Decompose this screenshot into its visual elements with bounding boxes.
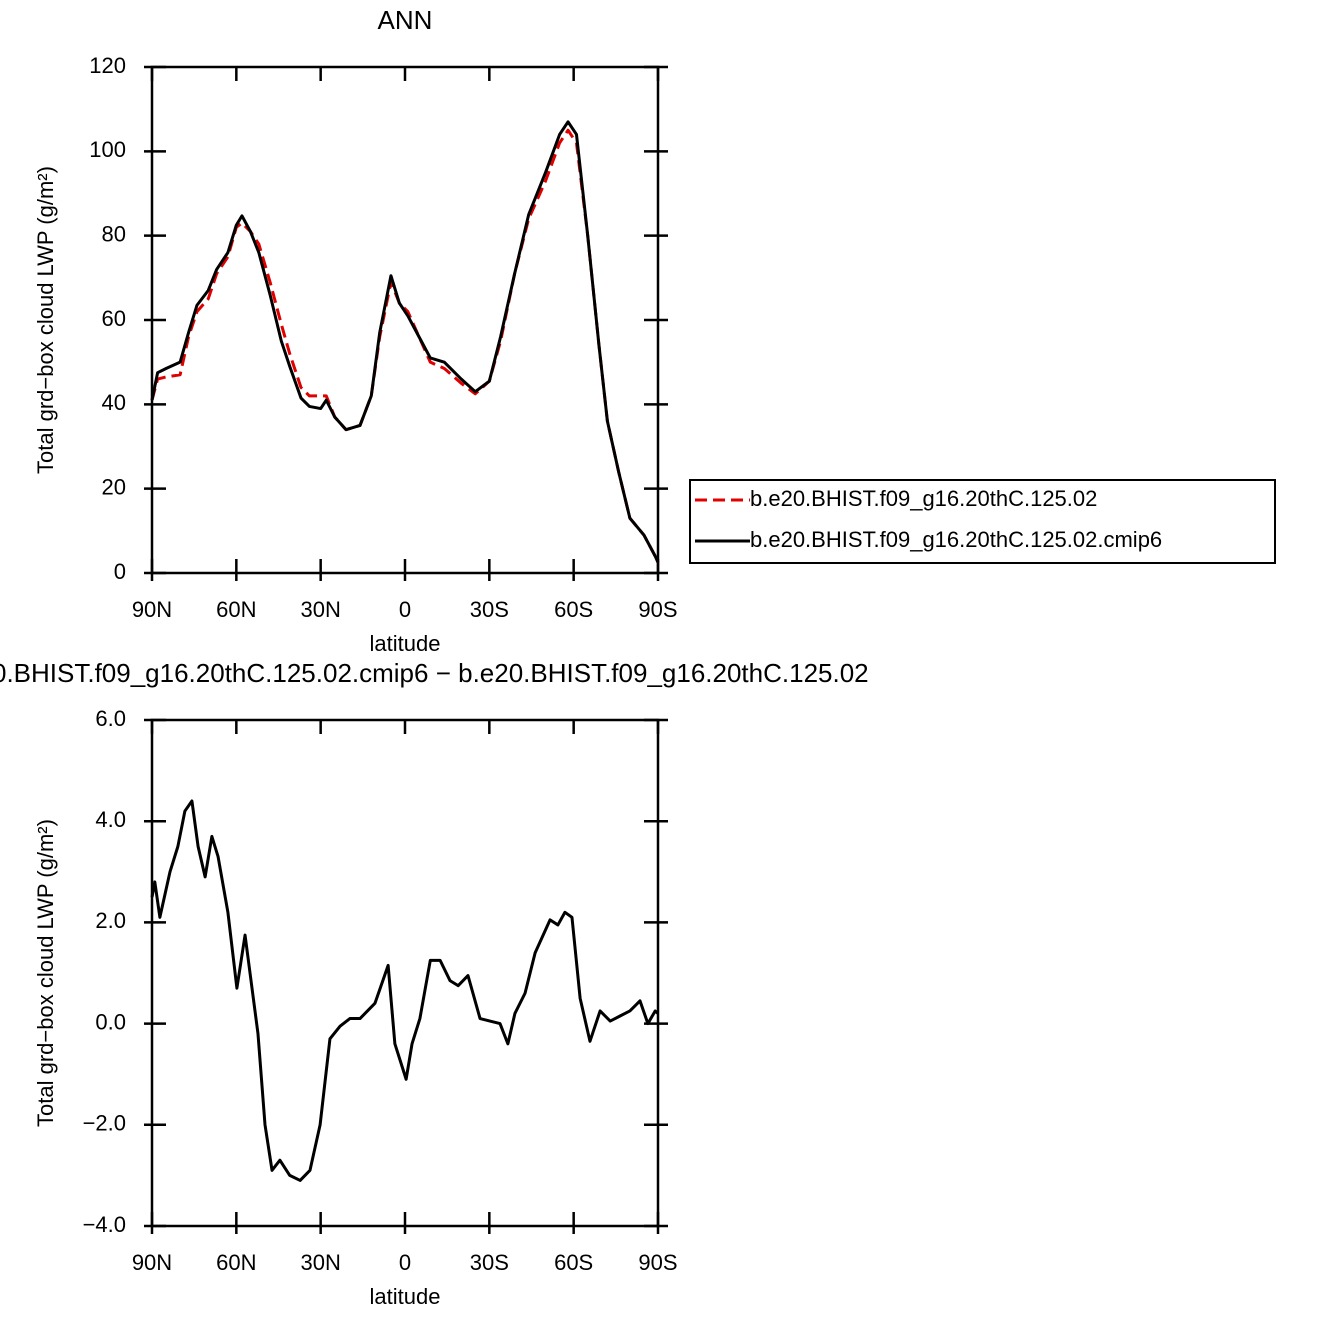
x-tick-label: 60S — [554, 597, 593, 622]
y-axis-label: Total grd−box cloud LWP (g/m²) — [33, 819, 58, 1127]
legend-box — [689, 479, 1276, 564]
legend-label: b.e20.BHIST.f09_g16.20thC.125.02 — [750, 486, 1097, 511]
x-tick-label: 90N — [132, 1250, 172, 1275]
y-tick-label: 60 — [102, 306, 126, 331]
x-tick-label: 30N — [300, 1250, 340, 1275]
x-tick-label: 0 — [399, 1250, 411, 1275]
y-tick-label: −2.0 — [83, 1111, 126, 1136]
plot-frame — [150, 718, 660, 1228]
y-tick-label: 0.0 — [95, 1009, 126, 1034]
x-tick-label: 60S — [554, 1250, 593, 1275]
y-axis-label: Total grd−box cloud LWP (g/m²) — [33, 166, 58, 474]
data-line — [150, 120, 660, 564]
y-tick-label: −4.0 — [83, 1212, 126, 1237]
x-tick-label: 0 — [399, 597, 411, 622]
y-tick-label: 4.0 — [95, 807, 126, 832]
x-tick-label: 90S — [638, 1250, 677, 1275]
y-tick-label: 120 — [89, 53, 126, 78]
x-axis-label: latitude — [370, 631, 441, 656]
x-axis-label: latitude — [370, 1284, 441, 1309]
data-line — [150, 799, 660, 1182]
x-tick-label: 30S — [470, 597, 509, 622]
y-tick-label: 40 — [102, 390, 126, 415]
legend-label: b.e20.BHIST.f09_g16.20thC.125.02.cmip6 — [750, 527, 1162, 552]
x-tick-label: 60N — [216, 597, 256, 622]
chart-title: ANN — [378, 5, 433, 35]
y-tick-label: 0 — [114, 559, 126, 584]
plot-frame — [150, 65, 660, 575]
y-tick-label: 100 — [89, 137, 126, 162]
x-tick-label: 90N — [132, 597, 172, 622]
y-tick-label: 20 — [102, 474, 126, 499]
y-tick-label: 2.0 — [95, 908, 126, 933]
y-tick-label: 80 — [102, 221, 126, 246]
chart-title: b.e20.BHIST.f09_g16.20thC.125.02.cmip6 −… — [0, 658, 869, 688]
x-tick-label: 60N — [216, 1250, 256, 1275]
y-tick-label: 6.0 — [95, 706, 126, 731]
x-tick-label: 30N — [300, 597, 340, 622]
x-tick-label: 30S — [470, 1250, 509, 1275]
x-tick-label: 90S — [638, 597, 677, 622]
